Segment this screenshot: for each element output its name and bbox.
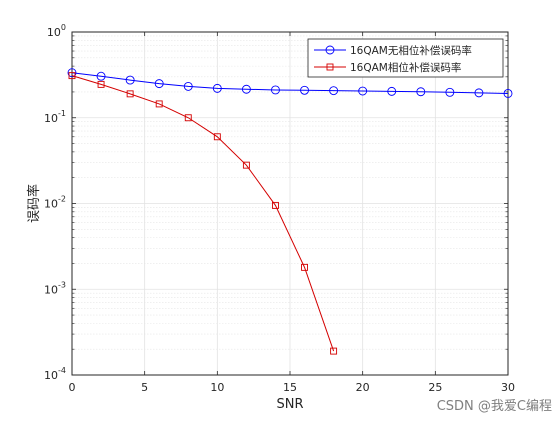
y-tick-label: 10-2 <box>44 195 66 211</box>
series-1 <box>67 68 513 98</box>
data-point <box>329 86 339 96</box>
y-axis-label: 误码率 <box>26 184 42 223</box>
series-line <box>71 72 509 94</box>
data-point <box>213 133 221 141</box>
x-axis-label: SNR <box>276 397 303 412</box>
watermark: CSDN @我爱C编程 <box>437 399 552 414</box>
x-tick-label: 30 <box>501 381 515 394</box>
x-tick-label: 10 <box>210 381 224 394</box>
data-point <box>154 79 164 89</box>
legend-entry: 16QAM相位补偿误码率 <box>314 61 461 74</box>
legend: 16QAM无相位补偿误码率 16QAM相位补偿误码率 <box>307 38 504 78</box>
legend-marker <box>326 63 334 71</box>
x-tick-label: 20 <box>356 381 370 394</box>
data-point <box>155 100 163 108</box>
data-point <box>301 263 308 271</box>
legend-label: 16QAM无相位补偿误码率 <box>350 44 472 57</box>
x-tick-label: 0 <box>69 381 76 394</box>
data-point <box>300 85 309 95</box>
x-tick-label: 5 <box>141 381 148 394</box>
legend-marker <box>325 45 335 55</box>
y-tick-label: 100 <box>47 23 66 39</box>
data-point <box>183 81 193 91</box>
data-point <box>68 72 76 80</box>
data-point <box>67 68 77 78</box>
data-point <box>126 90 134 98</box>
data-point <box>184 114 192 122</box>
data-point <box>272 201 279 209</box>
data-point <box>503 89 513 98</box>
data-point <box>241 84 251 94</box>
series-2 <box>68 72 338 355</box>
series-line <box>71 75 335 352</box>
data-point <box>242 161 250 169</box>
y-tick-label: 10-4 <box>44 366 66 382</box>
data-point <box>445 87 455 97</box>
x-tick-label: 15 <box>283 381 297 394</box>
data-point <box>271 85 280 95</box>
data-point <box>416 87 426 97</box>
y-tick-label: 10-1 <box>44 109 66 125</box>
x-tick-label: 25 <box>428 381 442 394</box>
legend-entry: 16QAM无相位补偿误码率 <box>314 44 472 57</box>
data-point <box>358 86 368 96</box>
data-point <box>97 80 105 88</box>
legend-label: 16QAM相位补偿误码率 <box>350 61 461 74</box>
data-point <box>96 71 106 81</box>
data-point <box>387 86 397 96</box>
legend-box <box>307 38 504 78</box>
data-point <box>212 83 222 93</box>
y-tick-label: 10-3 <box>44 280 66 296</box>
data-point <box>125 75 135 85</box>
data-point <box>474 88 484 98</box>
data-point <box>330 347 338 355</box>
